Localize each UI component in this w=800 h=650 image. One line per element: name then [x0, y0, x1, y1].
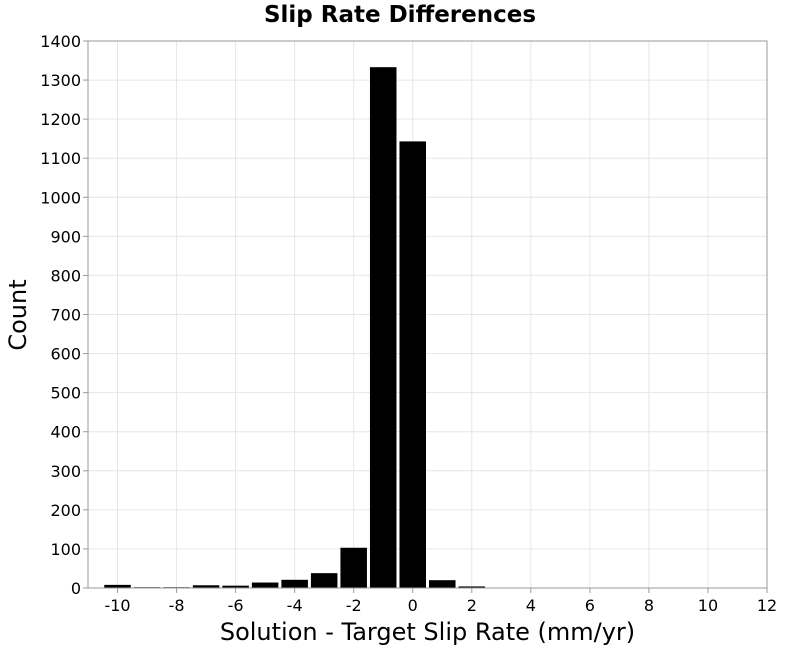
y-tick-label: 700: [50, 306, 81, 325]
histogram-bar: [340, 547, 367, 588]
x-tick-label: 6: [585, 596, 595, 615]
x-tick-label: -6: [228, 596, 244, 615]
histogram-bar: [399, 141, 426, 588]
chart-title: Slip Rate Differences: [263, 2, 537, 28]
histogram-bar: [104, 584, 131, 588]
x-axis-label: Solution - Target Slip Rate (mm/yr): [219, 618, 636, 646]
y-tick-label: 0: [71, 579, 81, 598]
y-tick-label: 300: [50, 462, 81, 481]
y-tick-label: 400: [50, 423, 81, 442]
x-tick-label: 10: [698, 596, 718, 615]
x-tick-label: 0: [408, 596, 418, 615]
x-tick-label: -2: [346, 596, 362, 615]
x-tick-label: 4: [526, 596, 536, 615]
histogram-bar: [369, 67, 397, 588]
y-tick-label: 900: [50, 227, 81, 246]
histogram-bar: [458, 586, 486, 588]
y-tick-label: 100: [50, 540, 81, 559]
histogram-bar: [310, 573, 338, 588]
histogram-bar: [222, 585, 249, 588]
y-tick-label: 600: [50, 345, 81, 364]
y-tick-label: 1300: [40, 71, 81, 90]
histogram-bar: [429, 580, 456, 588]
y-tick-label: 500: [50, 384, 81, 403]
x-tick-label: 8: [644, 596, 654, 615]
histogram-bar: [251, 582, 279, 588]
y-tick-label: 800: [50, 266, 81, 285]
histogram-bar: [281, 579, 308, 588]
x-tick-label: 12: [757, 596, 777, 615]
y-tick-label: 1200: [40, 110, 81, 129]
histogram-bar: [192, 585, 220, 588]
x-tick-label: -8: [169, 596, 185, 615]
y-tick-label: 1400: [40, 32, 81, 51]
x-tick-label: -10: [104, 596, 130, 615]
x-tick-label: -4: [287, 596, 303, 615]
x-tick-label: 2: [467, 596, 477, 615]
y-axis-label: Count: [4, 279, 32, 351]
y-tick-label: 1000: [40, 188, 81, 207]
y-tick-label: 200: [50, 501, 81, 520]
y-tick-label: 1100: [40, 149, 81, 168]
